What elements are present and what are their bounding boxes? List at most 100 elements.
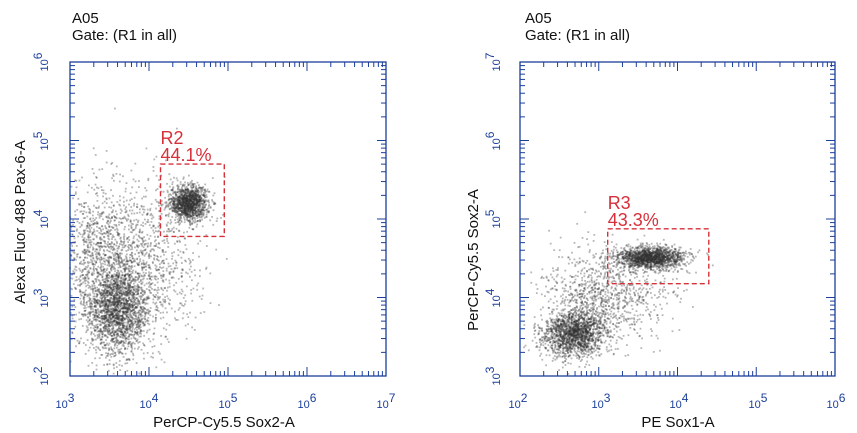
event-point (141, 302, 144, 305)
event-point (110, 318, 112, 320)
event-point (102, 309, 105, 311)
event-point (82, 233, 84, 236)
event-point (182, 201, 185, 204)
event-point (106, 292, 108, 295)
event-point (111, 301, 113, 304)
event-point (112, 320, 114, 323)
event-point (138, 319, 141, 322)
event-point (117, 307, 120, 310)
event-point (105, 279, 108, 282)
event-point (114, 259, 117, 262)
event-point (116, 316, 119, 319)
event-point (180, 219, 183, 222)
event-point (137, 277, 140, 279)
event-point (90, 311, 92, 314)
event-point (102, 327, 105, 329)
event-point (194, 197, 197, 199)
event-point (114, 296, 117, 299)
event-point (115, 210, 117, 213)
event-point (159, 227, 161, 230)
event-point (110, 320, 113, 323)
event-point (105, 246, 107, 248)
event-point (113, 304, 116, 306)
event-point (185, 196, 188, 199)
event-point (129, 219, 132, 222)
event-point (129, 326, 132, 329)
event-point (189, 217, 192, 220)
event-point (149, 277, 151, 280)
event-point (186, 212, 189, 215)
event-point (108, 271, 111, 274)
event-point (183, 231, 185, 234)
event-point (143, 310, 145, 313)
event-point (90, 302, 93, 305)
event-point (99, 328, 102, 330)
event-point (124, 342, 127, 344)
event-point (104, 302, 107, 305)
event-point (81, 313, 84, 316)
event-point (88, 208, 91, 210)
event-point (126, 260, 128, 262)
event-point (195, 195, 198, 198)
event-point (132, 240, 134, 243)
event-point (108, 299, 111, 302)
event-point (132, 305, 134, 307)
event-point (108, 347, 111, 350)
event-point (116, 328, 119, 331)
event-point (191, 197, 193, 199)
event-point (120, 280, 122, 282)
event-point (155, 309, 158, 311)
event-point (113, 288, 116, 290)
event-point (129, 292, 132, 294)
event-point (181, 184, 184, 187)
event-point (197, 210, 200, 213)
event-point (146, 233, 149, 236)
event-point (130, 319, 133, 322)
event-point (129, 299, 131, 301)
event-point (153, 332, 156, 335)
event-point (79, 302, 82, 304)
event-point (132, 358, 135, 361)
event-point (144, 265, 147, 268)
event-point (101, 245, 104, 248)
event-point (178, 192, 181, 195)
event-point (135, 290, 138, 293)
event-point (149, 249, 152, 252)
event-point (117, 257, 120, 260)
event-point (209, 207, 212, 209)
event-point (133, 301, 136, 303)
event-point (192, 184, 194, 187)
event-point (182, 199, 185, 202)
event-point (186, 199, 188, 202)
event-point (202, 213, 205, 216)
event-point (177, 229, 180, 232)
event-point (133, 204, 135, 207)
event-point (83, 206, 86, 209)
event-point (186, 190, 188, 192)
event-point (98, 231, 101, 234)
event-point (123, 268, 126, 270)
event-point (133, 303, 136, 305)
event-point (122, 307, 125, 309)
event-point (195, 198, 198, 201)
event-point (125, 315, 128, 317)
event-point (125, 316, 128, 318)
event-point (111, 284, 114, 287)
event-point (165, 214, 167, 217)
event-point (126, 300, 129, 302)
event-point (187, 208, 190, 211)
event-point (135, 323, 138, 326)
event-point (176, 218, 179, 221)
event-point (141, 197, 143, 200)
event-point (152, 294, 155, 296)
event-point (101, 315, 104, 318)
event-point (75, 258, 77, 261)
event-point (119, 309, 122, 312)
event-point (72, 197, 74, 200)
event-point (103, 200, 106, 203)
event-point (171, 276, 174, 279)
event-point (97, 244, 100, 247)
event-point (199, 206, 202, 209)
event-point (131, 304, 134, 307)
event-point (88, 292, 91, 295)
